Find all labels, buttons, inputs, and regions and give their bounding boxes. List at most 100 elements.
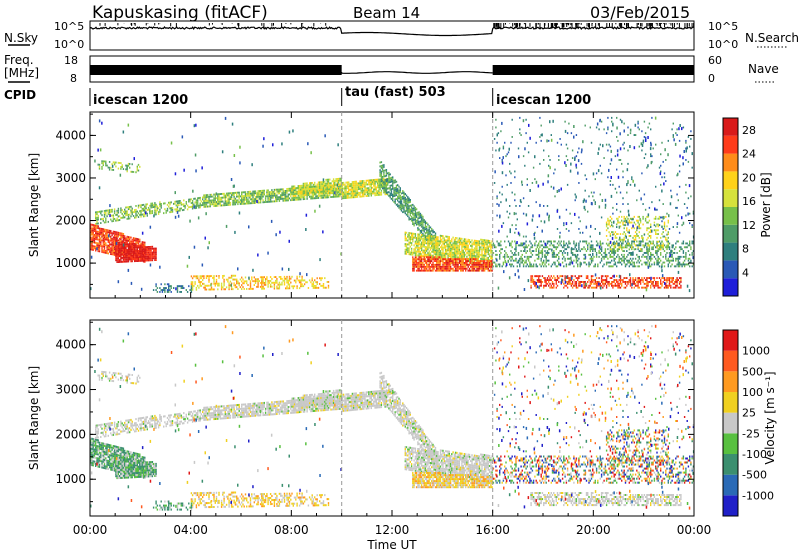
- power-cell: [98, 235, 101, 237]
- power-cell: [439, 263, 442, 266]
- power-cell: [241, 191, 243, 194]
- power-cell: [644, 255, 647, 258]
- power-cell: [651, 257, 653, 260]
- power-cell: [246, 198, 248, 201]
- power-cell: [257, 195, 259, 198]
- power-cell: [624, 263, 627, 266]
- power-cell: [131, 254, 133, 257]
- power-cell: [329, 194, 331, 197]
- power-cell: [326, 194, 328, 197]
- power-cell: [541, 253, 544, 256]
- power-cell: [585, 284, 588, 287]
- power-cell: [682, 242, 685, 245]
- power-cell: [152, 251, 155, 254]
- power-cell: [488, 243, 491, 246]
- power-cell: [449, 269, 452, 272]
- power-cell: [577, 253, 579, 256]
- power-cell: [398, 201, 400, 203]
- power-cell: [112, 214, 115, 217]
- power-cell: [434, 243, 437, 246]
- power-cell: [134, 244, 136, 247]
- power-cell: [126, 256, 128, 259]
- power-cell: [488, 269, 491, 272]
- power-cell: [621, 242, 623, 245]
- power-cell: [675, 259, 677, 262]
- power-cell: [142, 244, 145, 247]
- power-cell: [210, 201, 213, 204]
- power-cell: [628, 242, 630, 245]
- power-cell: [454, 250, 457, 253]
- power-cell: [546, 277, 549, 279]
- power-cell: [590, 277, 593, 279]
- power-cell: [691, 242, 693, 245]
- power-cell: [510, 250, 512, 252]
- power-cell: [478, 255, 481, 258]
- power-cell: [130, 243, 132, 245]
- power-cell: [105, 234, 107, 237]
- power-cell: [524, 246, 526, 249]
- power-cell: [110, 218, 112, 221]
- nsky-label: N.Sky: [4, 31, 38, 45]
- power-cell: [292, 193, 294, 196]
- power-cell: [613, 250, 615, 252]
- power-cell: [564, 252, 566, 254]
- power-cell: [579, 275, 581, 278]
- power-cell: [120, 260, 122, 263]
- power-cell: [604, 248, 607, 251]
- power-cell: [621, 284, 623, 287]
- power-cell: [258, 193, 260, 196]
- power-cell: [413, 215, 415, 217]
- power-cell: [217, 199, 219, 201]
- power-cell: [429, 226, 432, 229]
- power-cell: [150, 255, 152, 258]
- power-cell: [397, 188, 399, 190]
- power-cell: [412, 236, 414, 239]
- power-cell: [499, 257, 501, 260]
- power-cell: [545, 279, 547, 281]
- power-cell: [590, 259, 593, 262]
- power-cell: [457, 262, 459, 264]
- power-cell: [521, 253, 523, 256]
- power-cell: [96, 222, 98, 225]
- power-cell: [115, 255, 117, 258]
- power-cell: [535, 263, 537, 266]
- power-cell: [420, 214, 423, 217]
- power-cell: [341, 185, 344, 188]
- power-cell: [407, 215, 409, 218]
- power-cell: [602, 281, 604, 283]
- power-cell: [324, 186, 326, 189]
- power-cell: [446, 265, 448, 268]
- power-cell: [536, 265, 539, 268]
- power-cell: [611, 250, 613, 252]
- power-cell: [204, 205, 206, 208]
- power-cell: [437, 247, 439, 250]
- power-cell: [420, 237, 423, 240]
- power-cell: [219, 198, 221, 201]
- power-cell: [111, 241, 113, 244]
- power-cell: [327, 186, 330, 189]
- power-cell: [262, 195, 264, 198]
- power-cell: [571, 282, 574, 285]
- power-cell: [423, 253, 425, 256]
- power-cell: [662, 255, 664, 258]
- power-cell: [454, 248, 457, 251]
- power-cell: [268, 193, 271, 196]
- power-cell: [90, 246, 92, 249]
- power-cell: [415, 262, 418, 264]
- power-cell: [120, 241, 122, 244]
- power-cell: [473, 239, 476, 242]
- power-cell: [666, 246, 668, 249]
- power-cell: [413, 263, 415, 266]
- power-cell: [554, 277, 556, 279]
- power-cell: [417, 241, 419, 243]
- power-cell: [359, 193, 361, 196]
- power-cell: [392, 178, 394, 181]
- power-cell: [490, 257, 492, 260]
- power-cell: [146, 259, 148, 262]
- power-cell: [315, 185, 317, 188]
- power-cell: [442, 254, 444, 257]
- power-cell: [165, 211, 167, 214]
- power-cell: [673, 265, 676, 268]
- power-cell: [344, 191, 346, 194]
- power-cell: [121, 257, 123, 259]
